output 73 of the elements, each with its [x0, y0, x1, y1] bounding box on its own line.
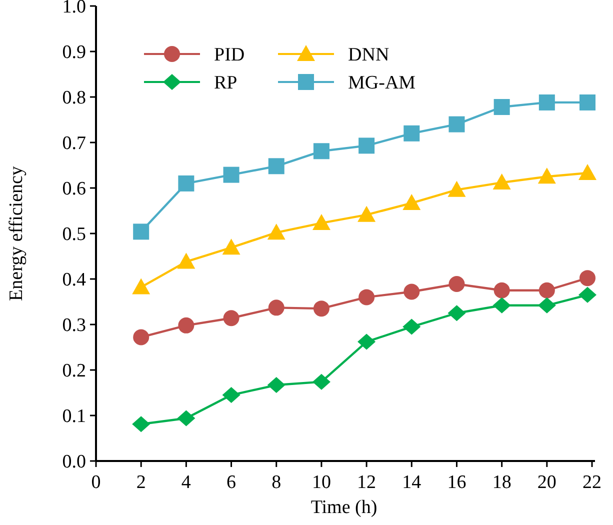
y-tick-label: 0.5: [62, 224, 86, 246]
x-tick-label: 20: [537, 472, 556, 493]
point: [268, 158, 284, 174]
x-tick-label: 10: [312, 472, 331, 493]
legend-label: DNN: [348, 44, 390, 66]
point: [312, 374, 330, 390]
point: [538, 168, 556, 184]
point: [448, 116, 465, 132]
point: [492, 297, 511, 314]
point: [492, 174, 511, 190]
point: [132, 278, 150, 294]
y-tick-label: 0.4: [62, 270, 86, 291]
point: [494, 99, 510, 116]
x-tick-label: 4: [181, 472, 192, 493]
x-tick-label: 18: [492, 472, 512, 493]
x-tick-label: 16: [447, 472, 466, 493]
point: [402, 318, 421, 335]
y-tick-label: 0.6: [62, 178, 86, 200]
point: [579, 270, 596, 286]
y-tick-label: 0.3: [62, 315, 86, 336]
point: [267, 377, 286, 394]
x-axis-title: Time (h): [310, 497, 378, 518]
point: [313, 143, 330, 160]
x-tick-label: 12: [357, 472, 376, 493]
x-tick-label: 0: [91, 472, 101, 493]
point: [222, 387, 240, 404]
point: [404, 284, 420, 300]
point: [358, 289, 375, 306]
point: [133, 329, 150, 346]
x-tick-label: 22: [582, 472, 602, 493]
point: [578, 286, 596, 303]
point: [177, 252, 196, 269]
y-tick-label: 1.0: [62, 0, 86, 18]
y-axis-title: Energy efficiency: [6, 166, 27, 301]
point: [494, 282, 510, 298]
point: [268, 300, 284, 316]
point: [448, 305, 466, 322]
point: [223, 310, 240, 326]
legend-label: PID: [214, 44, 245, 66]
point: [448, 276, 465, 292]
y-tick-label: 0.7: [62, 133, 86, 154]
point: [404, 125, 420, 142]
point: [178, 175, 194, 192]
x-tick-label: 6: [226, 472, 236, 493]
point: [132, 416, 150, 432]
y-tick-label: 0.9: [62, 42, 86, 64]
y-tick-label: 0.2: [62, 360, 86, 382]
point: [178, 317, 194, 334]
y-tick-label: 0.8: [62, 88, 86, 109]
point: [358, 206, 376, 222]
point: [177, 410, 196, 426]
point: [579, 94, 596, 110]
point: [402, 194, 421, 210]
point: [358, 334, 376, 350]
y-tick-label: 0.0: [62, 452, 86, 473]
point: [538, 94, 555, 110]
point: [133, 224, 150, 240]
point: [222, 238, 240, 255]
x-tick-label: 8: [272, 472, 282, 493]
x-tick-label: 14: [402, 472, 422, 493]
point: [267, 224, 286, 240]
point: [223, 166, 240, 183]
point: [313, 300, 330, 317]
legend-label: RP: [214, 72, 238, 94]
point: [538, 297, 556, 314]
point: [312, 214, 330, 230]
legend-label: MG-AM: [348, 72, 416, 94]
point: [358, 138, 375, 154]
x-tick-label: 2: [136, 472, 146, 493]
point: [448, 180, 466, 197]
y-tick-label: 0.1: [62, 406, 86, 428]
point: [578, 164, 596, 180]
point: [538, 282, 555, 298]
